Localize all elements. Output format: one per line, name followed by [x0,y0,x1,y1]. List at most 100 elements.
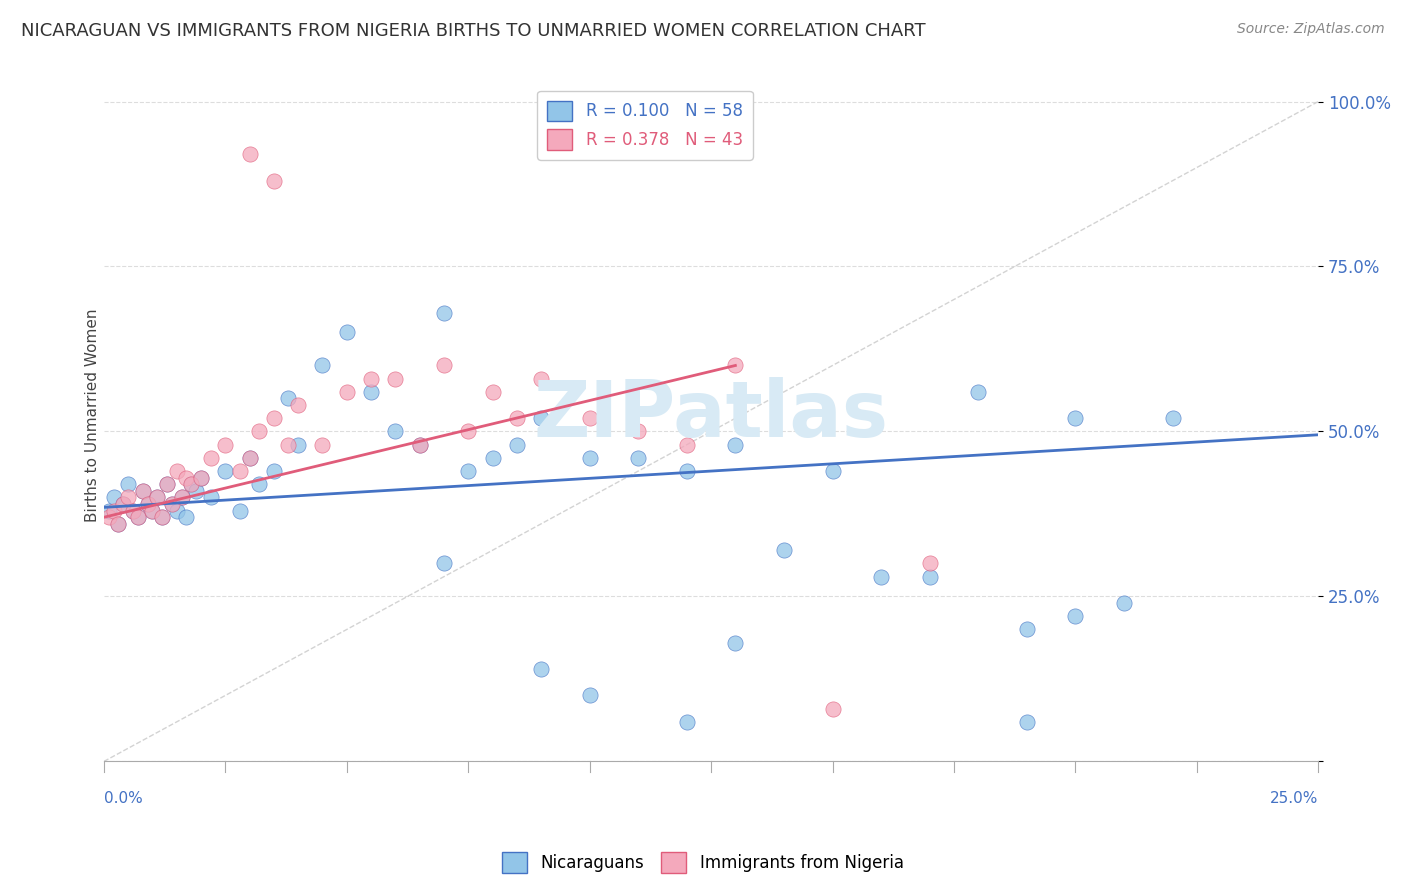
Text: 0.0%: 0.0% [104,791,142,806]
Text: Source: ZipAtlas.com: Source: ZipAtlas.com [1237,22,1385,37]
Point [263,464,285,478]
Point [627,450,650,465]
Point [408,438,430,452]
Point [1064,609,1087,624]
Point [107,516,129,531]
Point [214,438,236,452]
Point [166,464,188,478]
Point [263,174,285,188]
Point [870,569,893,583]
Y-axis label: Births to Unmarried Women: Births to Unmarried Women [86,309,100,522]
Point [578,689,600,703]
Point [186,483,208,498]
Point [239,450,262,465]
Point [1015,623,1038,637]
Point [530,662,553,676]
Text: ZIPatlas: ZIPatlas [534,377,889,453]
Point [724,635,747,649]
Point [578,411,600,425]
Point [150,510,173,524]
Point [506,411,529,425]
Point [433,359,456,373]
Point [127,510,149,524]
Point [384,425,406,439]
Point [821,464,844,478]
Point [136,497,159,511]
Point [433,557,456,571]
Point [627,425,650,439]
Point [277,392,299,406]
Point [141,503,163,517]
Point [146,491,169,505]
Point [481,450,503,465]
Point [136,497,159,511]
Point [132,483,155,498]
Point [360,384,382,399]
Point [103,491,125,505]
Point [433,306,456,320]
Point [773,543,796,558]
Point [506,438,529,452]
Point [132,483,155,498]
Point [103,503,125,517]
Point [481,384,503,399]
Point [127,510,149,524]
Point [239,147,262,161]
Point [112,497,135,511]
Point [97,510,120,524]
Point [277,438,299,452]
Point [1112,596,1135,610]
Legend: R = 0.100   N = 58, R = 0.378   N = 43: R = 0.100 N = 58, R = 0.378 N = 43 [537,91,752,160]
Point [176,471,198,485]
Point [724,359,747,373]
Point [117,477,139,491]
Point [675,438,697,452]
Point [180,477,202,491]
Point [190,471,212,485]
Point [214,464,236,478]
Text: 25.0%: 25.0% [1270,791,1319,806]
Point [578,450,600,465]
Point [1015,714,1038,729]
Point [180,477,202,491]
Point [229,464,252,478]
Point [336,326,359,340]
Point [112,497,135,511]
Point [384,372,406,386]
Point [530,411,553,425]
Point [160,497,183,511]
Point [107,516,129,531]
Point [97,503,120,517]
Point [166,503,188,517]
Point [263,411,285,425]
Point [1064,411,1087,425]
Point [247,425,270,439]
Point [170,491,193,505]
Point [141,503,163,517]
Point [675,464,697,478]
Point [360,372,382,386]
Point [146,491,169,505]
Point [821,701,844,715]
Point [156,477,179,491]
Point [239,450,262,465]
Point [530,372,553,386]
Point [918,569,941,583]
Point [200,450,222,465]
Point [200,491,222,505]
Point [287,398,309,412]
Point [150,510,173,524]
Point [311,359,333,373]
Point [457,464,479,478]
Point [408,438,430,452]
Point [160,497,183,511]
Point [675,714,697,729]
Point [117,491,139,505]
Point [287,438,309,452]
Point [190,471,212,485]
Point [122,503,145,517]
Point [247,477,270,491]
Point [229,503,252,517]
Point [122,503,145,517]
Text: NICARAGUAN VS IMMIGRANTS FROM NIGERIA BIRTHS TO UNMARRIED WOMEN CORRELATION CHAR: NICARAGUAN VS IMMIGRANTS FROM NIGERIA BI… [21,22,925,40]
